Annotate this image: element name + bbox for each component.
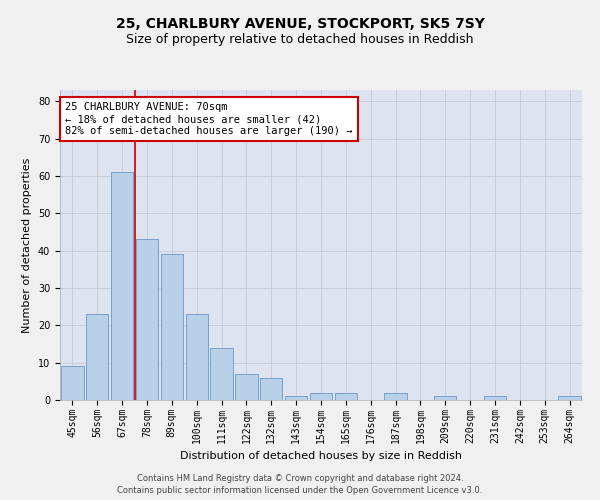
Bar xyxy=(111,172,133,400)
Bar xyxy=(260,378,283,400)
Y-axis label: Number of detached properties: Number of detached properties xyxy=(22,158,32,332)
Bar xyxy=(211,348,233,400)
Bar xyxy=(484,396,506,400)
Text: Size of property relative to detached houses in Reddish: Size of property relative to detached ho… xyxy=(126,32,474,46)
Bar xyxy=(434,396,457,400)
Bar xyxy=(385,392,407,400)
Bar xyxy=(310,392,332,400)
Text: Contains HM Land Registry data © Crown copyright and database right 2024.
Contai: Contains HM Land Registry data © Crown c… xyxy=(118,474,482,495)
Bar xyxy=(161,254,183,400)
Bar xyxy=(335,392,357,400)
Bar xyxy=(185,314,208,400)
Bar xyxy=(235,374,257,400)
X-axis label: Distribution of detached houses by size in Reddish: Distribution of detached houses by size … xyxy=(180,451,462,461)
Bar xyxy=(285,396,307,400)
Bar xyxy=(136,240,158,400)
Bar xyxy=(559,396,581,400)
Bar xyxy=(86,314,109,400)
Bar xyxy=(61,366,83,400)
Text: 25, CHARLBURY AVENUE, STOCKPORT, SK5 7SY: 25, CHARLBURY AVENUE, STOCKPORT, SK5 7SY xyxy=(116,18,484,32)
Text: 25 CHARLBURY AVENUE: 70sqm
← 18% of detached houses are smaller (42)
82% of semi: 25 CHARLBURY AVENUE: 70sqm ← 18% of deta… xyxy=(65,102,353,136)
